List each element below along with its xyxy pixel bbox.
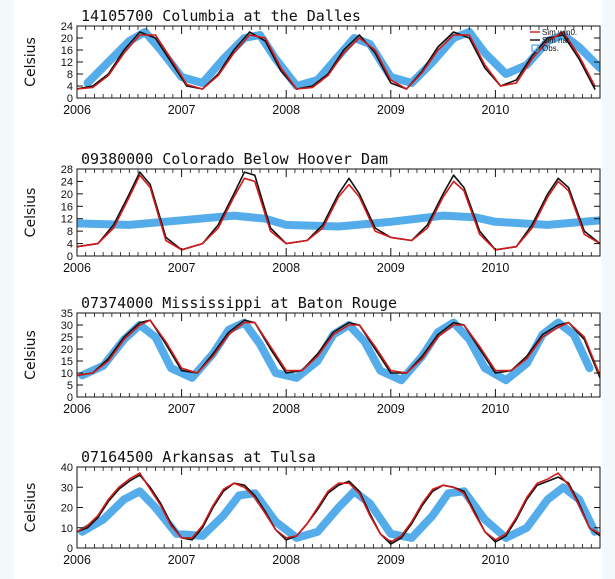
y-tick-label: 5 (67, 380, 73, 392)
y-tick-label: 24 (61, 21, 73, 33)
y-tick-label: 0 (67, 543, 73, 555)
y-tick-label: 10 (61, 368, 73, 380)
y-tick-label: 12 (61, 214, 73, 226)
x-tick-label: 2006 (63, 103, 91, 117)
x-tick-label: 2010 (481, 553, 509, 567)
series-line-sim-nat (77, 474, 600, 545)
chart-title: 09380000 Colorado Below Hoover Dam (81, 150, 388, 168)
legend-marker (531, 44, 539, 52)
y-tick-label: 28 (61, 164, 73, 176)
y-axis-label: Celsius (23, 483, 39, 533)
y-tick-label: 15 (61, 356, 73, 368)
y-tick-label: 0 (67, 392, 73, 404)
x-tick-label: 2008 (272, 103, 300, 117)
y-tick-label: 16 (61, 45, 73, 57)
chart-title: 07374000 Mississippi at Baton Rouge (81, 294, 397, 312)
chart-title: 14105700 Columbia at the Dalles (81, 7, 361, 25)
y-tick-label: 35 (61, 308, 73, 320)
y-tick-label: 30 (61, 320, 73, 332)
series-line-obs (77, 211, 600, 231)
series-group (77, 472, 600, 545)
x-tick-label: 2010 (481, 261, 509, 275)
y-tick-label: 40 (61, 462, 73, 474)
series-line-sim-wm0 (77, 174, 600, 251)
x-tick-label: 2010 (481, 103, 509, 117)
x-tick-label: 2008 (272, 402, 300, 416)
series-group (77, 318, 600, 385)
y-tick-label: 20 (61, 344, 73, 356)
legend-label: Sim wm0. (542, 28, 577, 37)
legend: Sim wm0.Sim nat.Obs. (530, 28, 577, 53)
y-tick-label: 8 (67, 69, 73, 81)
x-tick-label: 2007 (168, 261, 196, 275)
y-tick-label: 12 (61, 57, 73, 69)
x-tick-label: 2008 (272, 553, 300, 567)
y-tick-label: 25 (61, 332, 73, 344)
x-tick-label: 2010 (481, 402, 509, 416)
x-tick-label: 2009 (377, 261, 405, 275)
x-tick-label: 2009 (377, 103, 405, 117)
x-tick-label: 2006 (63, 553, 91, 567)
y-tick-label: 20 (61, 503, 73, 515)
series-line-sim-wm0 (77, 472, 600, 543)
y-tick-label: 24 (61, 176, 73, 188)
legend-label: Sim nat. (542, 36, 571, 45)
y-tick-label: 10 (61, 523, 73, 535)
series-line-sim-wm0 (77, 319, 600, 377)
chart-panel-2: 09380000 Colorado Below Hoover Dam Celsiu… (23, 150, 601, 275)
y-tick-label: 30 (61, 482, 73, 494)
y-tick-label: 0 (67, 93, 73, 105)
x-tick-label: 2008 (272, 261, 300, 275)
y-tick-label: 8 (67, 226, 73, 238)
series-line-obs (78, 483, 599, 542)
series-line-sim-nat (77, 31, 596, 90)
y-tick-label: 4 (67, 239, 73, 251)
x-tick-label: 2009 (377, 402, 405, 416)
y-axis-label: Celsius (23, 330, 39, 380)
x-tick-label: 2006 (63, 402, 91, 416)
x-tick-label: 2007 (168, 402, 196, 416)
legend-label: Obs. (542, 44, 559, 53)
y-tick-label: 4 (67, 81, 73, 93)
y-tick-label: 16 (61, 201, 73, 213)
x-tick-label: 2006 (63, 261, 91, 275)
x-tick-label: 2007 (168, 103, 196, 117)
x-tick-label: 2009 (377, 553, 405, 567)
series-line-sim-wm0 (77, 31, 596, 90)
y-tick-label: 20 (61, 189, 73, 201)
y-tick-label: 0 (67, 251, 73, 263)
series-group (77, 28, 600, 90)
y-axis-label: Celsius (23, 37, 39, 87)
chart-panel-3: 07374000 Mississippi at Baton Rouge Celsi… (23, 294, 601, 416)
y-tick-label: 20 (61, 33, 73, 45)
x-tick-label: 2007 (168, 553, 196, 567)
y-axis-label: Celsius (23, 188, 39, 238)
chart-panel-1: 14105700 Columbia at the Dalles Celsius 20… (23, 7, 601, 117)
chart-title: 07164500 Arkansas at Tulsa (81, 448, 316, 466)
series-group (77, 171, 600, 251)
